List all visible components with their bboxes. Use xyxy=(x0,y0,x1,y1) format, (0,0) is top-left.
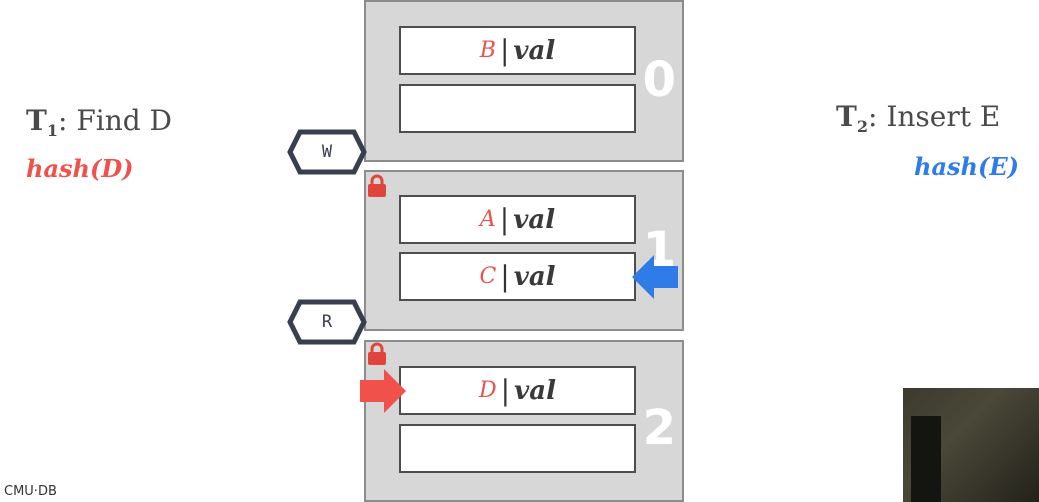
slot-value: val xyxy=(513,261,556,292)
t2-subscript: 2 xyxy=(856,117,868,136)
footer-logo: CMU·DB xyxy=(4,484,57,499)
t1-hash: hash(D) xyxy=(26,154,134,183)
slot-0-0: B | val xyxy=(399,26,636,75)
t2-label: T2: Insert E xyxy=(836,103,1000,135)
hash-page-1: A | val C | val 1 xyxy=(364,170,684,331)
t2-hash: hash(E) xyxy=(914,152,1019,181)
slot-separator: | xyxy=(499,34,510,67)
t1-cursor-arrow-icon xyxy=(360,369,406,413)
lock-icon xyxy=(368,342,386,365)
slot-0-1 xyxy=(399,84,636,133)
page-number: 0 xyxy=(642,52,676,108)
video-doorframe xyxy=(911,416,941,502)
slot-key: D xyxy=(479,378,497,403)
t1-subscript: 1 xyxy=(46,121,58,140)
slot-value: val xyxy=(513,35,556,66)
t2-cursor-arrow-icon xyxy=(632,255,678,299)
t1-label: T1: Find D xyxy=(26,107,172,139)
slot-separator: | xyxy=(499,203,510,236)
latch-hexagon-icon xyxy=(287,299,367,345)
read-latch: R xyxy=(286,298,368,346)
latch-hexagon-icon xyxy=(287,129,367,175)
lock-icon xyxy=(368,174,386,197)
page-number: 2 xyxy=(642,400,676,456)
latch-label: W xyxy=(321,142,333,162)
video-thumbnail xyxy=(903,388,1039,502)
hash-page-2: D | val 2 xyxy=(364,340,684,502)
latch-label: R xyxy=(321,312,333,332)
slot-1-0: A | val xyxy=(399,195,636,244)
write-latch: W xyxy=(286,128,368,176)
slot-2-1 xyxy=(399,424,636,473)
t1-text: : Find D xyxy=(57,104,173,137)
slot-key: B xyxy=(479,38,496,63)
slot-separator: | xyxy=(500,374,511,407)
slot-key: A xyxy=(479,207,496,232)
slot-separator: | xyxy=(500,260,510,293)
slot-key: C xyxy=(479,264,497,289)
t2-prefix: T xyxy=(836,100,857,133)
hash-page-0: B | val 0 xyxy=(364,0,684,162)
t1-prefix: T xyxy=(26,104,47,137)
slot-1-1: C | val xyxy=(399,252,636,301)
t2-text: : Insert E xyxy=(867,100,1001,133)
slot-value: val xyxy=(514,375,556,406)
slot-2-0: D | val xyxy=(399,366,636,415)
slot-value: val xyxy=(513,204,556,235)
